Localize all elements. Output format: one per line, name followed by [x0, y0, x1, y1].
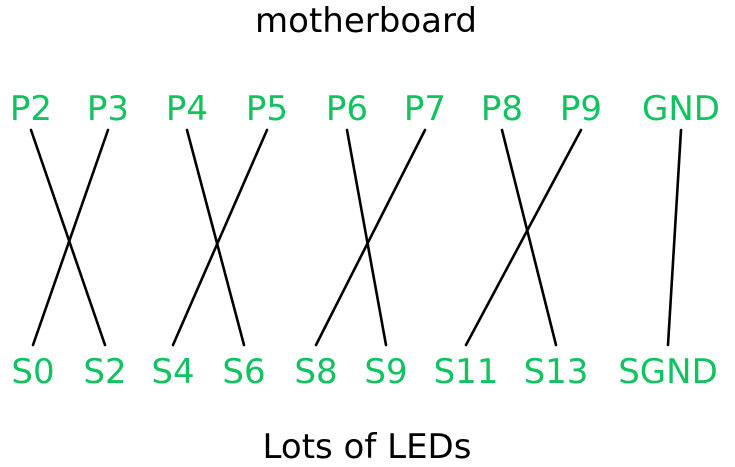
- top-pin-p2: P2: [10, 89, 52, 129]
- top-pin-p5: P5: [246, 89, 288, 129]
- bottom-pin-labels: S0 S2 S4 S6 S8 S9 S11 S13 SGND: [11, 352, 717, 392]
- wire-p5-to-s4: [171, 128, 269, 347]
- top-pin-p8: P8: [481, 89, 523, 129]
- bottom-pin-s13: S13: [524, 352, 589, 392]
- top-pin-p6: P6: [326, 89, 368, 129]
- top-pin-gnd: GND: [642, 89, 720, 129]
- top-pin-labels: P2 P3 P4 P5 P6 P7 P8 P9 GND: [10, 89, 720, 129]
- wire-p9-to-s11: [464, 128, 583, 347]
- wire-p7-to-s8: [314, 128, 427, 347]
- wire-p3-to-s0: [31, 128, 110, 347]
- top-pin-p4: P4: [166, 89, 208, 129]
- wire-p6-to-s9: [345, 128, 388, 347]
- wires-group: [29, 128, 683, 347]
- bottom-pin-s2: S2: [83, 352, 126, 392]
- top-pin-p7: P7: [404, 89, 446, 129]
- motherboard-title: motherboard: [255, 1, 477, 41]
- top-pin-p9: P9: [560, 89, 602, 129]
- bottom-pin-s6: S6: [222, 352, 265, 392]
- bottom-pin-sgnd: SGND: [618, 352, 718, 392]
- bottom-pin-s11: S11: [434, 352, 499, 392]
- bottom-pin-s8: S8: [294, 352, 337, 392]
- bottom-pin-s0: S0: [11, 352, 54, 392]
- top-pin-p3: P3: [87, 89, 129, 129]
- leds-title: Lots of LEDs: [263, 427, 472, 467]
- wire-gnd-to-sgnd: [666, 128, 683, 347]
- wire-p2-to-s2: [29, 128, 107, 347]
- bottom-pin-s9: S9: [364, 352, 407, 392]
- bottom-pin-s4: S4: [151, 352, 194, 392]
- wire-p8-to-s13: [500, 128, 558, 347]
- wire-p4-to-s6: [185, 128, 246, 347]
